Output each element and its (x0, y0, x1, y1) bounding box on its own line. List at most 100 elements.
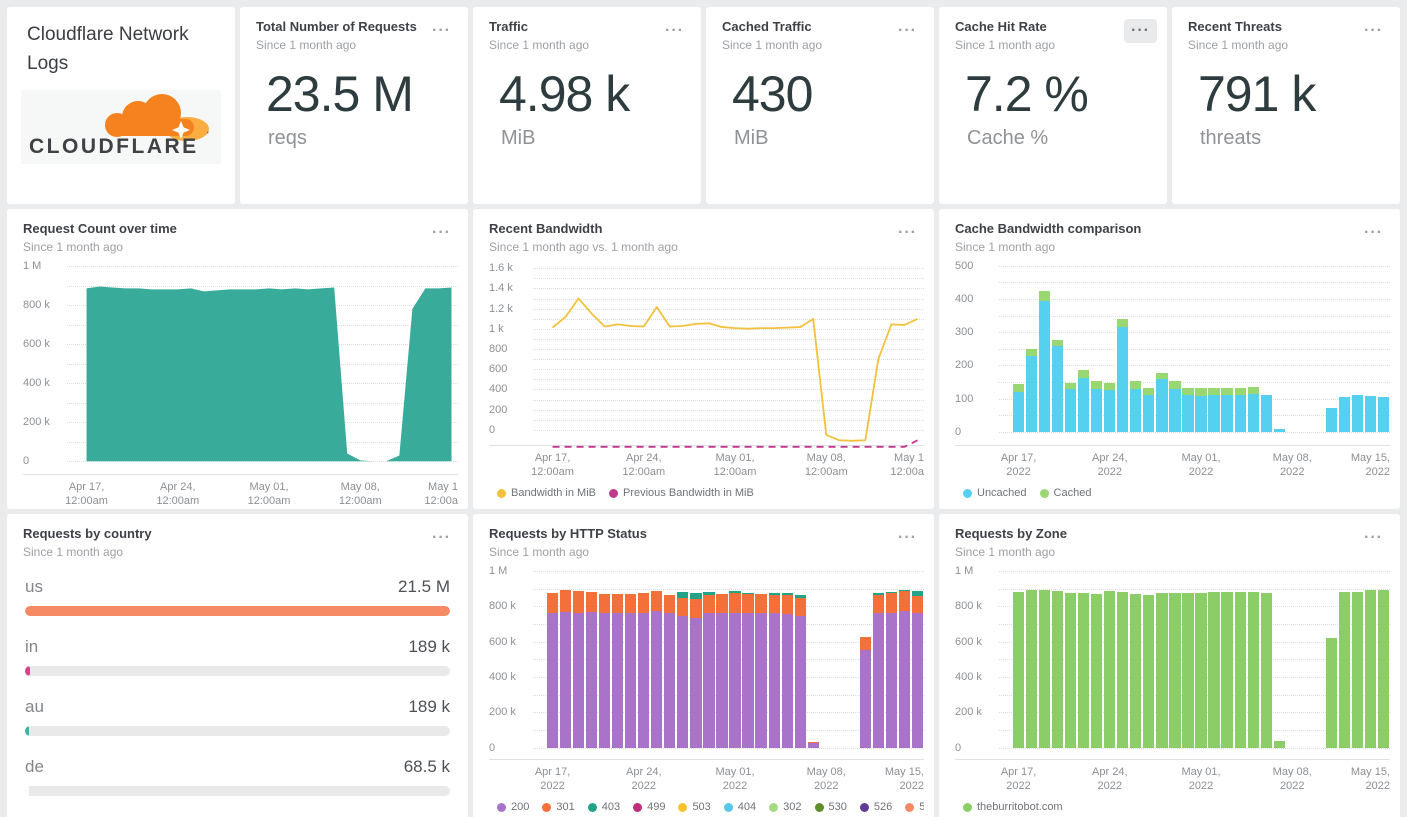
bar-segment (664, 594, 676, 614)
bar-segment (794, 598, 806, 617)
legend-item[interactable]: Bandwidth in MiB (497, 487, 596, 499)
x-axis-label: May 01, 12:00am (713, 452, 757, 479)
plot-area[interactable] (533, 264, 924, 448)
bar-segment (1195, 593, 1207, 748)
bar-segment (807, 742, 819, 748)
plot-area[interactable] (67, 264, 458, 474)
gridline (533, 588, 924, 590)
panel-menu-button[interactable]: ··· (1364, 224, 1383, 241)
legend-item[interactable]: 526 (859, 801, 892, 813)
legend-dot (814, 802, 824, 812)
bar-segment (1025, 356, 1038, 432)
legend-item[interactable]: Cached (1039, 487, 1091, 499)
bar-segment (546, 613, 559, 748)
stat-unit: Cache % (967, 126, 1049, 149)
bar-segment (1078, 370, 1090, 378)
gridline (533, 676, 924, 678)
x-axis-label: May 01, 2022 (715, 766, 755, 793)
bar-segment (1169, 388, 1181, 432)
bar-segment (612, 593, 624, 613)
bar-segment (651, 590, 663, 611)
bar-segment (1117, 592, 1129, 748)
bar-segment (911, 595, 924, 614)
legend-item[interactable]: Uncached (963, 487, 1027, 499)
legend-item[interactable]: 200 (497, 801, 529, 813)
x-axis-label: Apr 24, 2022 (1092, 766, 1128, 793)
x-axis-label: May 15, 2022 (1350, 452, 1390, 479)
bar-segment (729, 591, 741, 594)
bar-segment (729, 593, 741, 613)
legend-item[interactable]: 499 (633, 801, 665, 813)
plot-area[interactable] (533, 569, 924, 759)
gridline (999, 747, 1390, 749)
gridline (999, 431, 1390, 433)
panel-menu-button[interactable]: ··· (1364, 22, 1383, 39)
bar-segment (1156, 593, 1168, 748)
line-chart-canvas (551, 297, 918, 448)
gridline (999, 676, 1390, 678)
legend-item[interactable]: 524 (905, 801, 924, 813)
y-axis-label: 400 k (489, 670, 516, 683)
bar-segment (781, 593, 793, 595)
bar-segment (1078, 377, 1090, 432)
cloudflare-trademark: ' (207, 130, 209, 140)
gridline (999, 571, 1390, 572)
y-axis: 0 200 400 600 800 1 k 1.2 k 1.4 k 1.6 k (489, 262, 533, 445)
bar-segment (1195, 387, 1207, 396)
chart-legend: Bandwidth in MiB Previous Bandwidth in Mi… (489, 480, 924, 509)
country-value: 68.5 k (403, 757, 450, 777)
chart-panel-requests-by-zone: Requests by Zone Since 1 month ago ··· 0… (939, 514, 1400, 817)
bar-segment (1143, 594, 1155, 748)
panel-menu-button[interactable]: ··· (898, 529, 917, 546)
bar-segment (1104, 591, 1116, 748)
y-axis-label: 800 (489, 343, 508, 356)
legend-item[interactable]: theburritobot.com (963, 801, 1063, 813)
legend-item[interactable]: 301 (542, 801, 575, 813)
gridline (533, 369, 924, 371)
bar-segment (1195, 395, 1207, 432)
plot-area[interactable] (999, 569, 1390, 759)
legend-item[interactable]: 403 (587, 801, 620, 813)
panel-menu-button[interactable]: ··· (1364, 529, 1383, 546)
gridline (999, 588, 1390, 590)
bar-segment (1234, 592, 1246, 748)
country-label: us (25, 577, 43, 597)
legend-item[interactable]: 503 (678, 801, 711, 813)
panel-menu-button[interactable]: ··· (432, 224, 451, 241)
plot-area[interactable] (999, 264, 1390, 445)
bar-segment (885, 591, 897, 594)
legend-item[interactable]: 302 (769, 801, 802, 813)
stat-panel-total-requests: Total Number of Requests Since 1 month a… (240, 7, 468, 204)
chart-title: Requests by Zone (955, 526, 1067, 541)
stat-panel-cache-hit-rate: Cache Hit Rate Since 1 month ago ··· 7.2… (939, 7, 1167, 204)
cloudflare-cloud-icon (105, 94, 209, 141)
country-row-header: in 189 k (25, 637, 450, 657)
legend-label: 404 (737, 801, 757, 813)
panel-menu-button[interactable]: ··· (665, 22, 684, 39)
y-axis: 0 100 200 300 400 500 (955, 260, 999, 445)
bar-segment (1351, 592, 1363, 748)
bar-segment (573, 590, 585, 613)
legend-item[interactable]: Previous Bandwidth in MiB (609, 487, 754, 499)
legend-dot (678, 802, 688, 812)
bar-segment (1052, 346, 1064, 432)
panel-menu-button[interactable]: ··· (898, 22, 917, 39)
bar-segment (690, 599, 702, 618)
panel-menu-button[interactable]: ··· (898, 224, 917, 241)
bar-segment (898, 589, 911, 591)
legend-label: 524 (919, 801, 924, 813)
panel-menu-button[interactable]: ··· (1124, 19, 1157, 43)
legend-item[interactable]: 530 (814, 801, 847, 813)
gridline (533, 359, 924, 361)
bar-segment (794, 616, 806, 748)
x-axis-label: May 08, 2022 (806, 766, 846, 793)
bar-segment (677, 598, 689, 617)
y-axis-label: 1.2 k (489, 302, 513, 315)
panel-menu-button[interactable]: ··· (432, 22, 451, 39)
panel-menu-button[interactable]: ··· (432, 529, 451, 546)
gridline (999, 332, 1390, 334)
y-axis-label: 600 (489, 363, 508, 376)
legend-item[interactable]: 404 (723, 801, 757, 813)
bar-segment (1052, 591, 1064, 748)
x-axis: Apr 17, 2022 Apr 24, 2022 May 01, 2022 May 08,… (999, 446, 1390, 480)
